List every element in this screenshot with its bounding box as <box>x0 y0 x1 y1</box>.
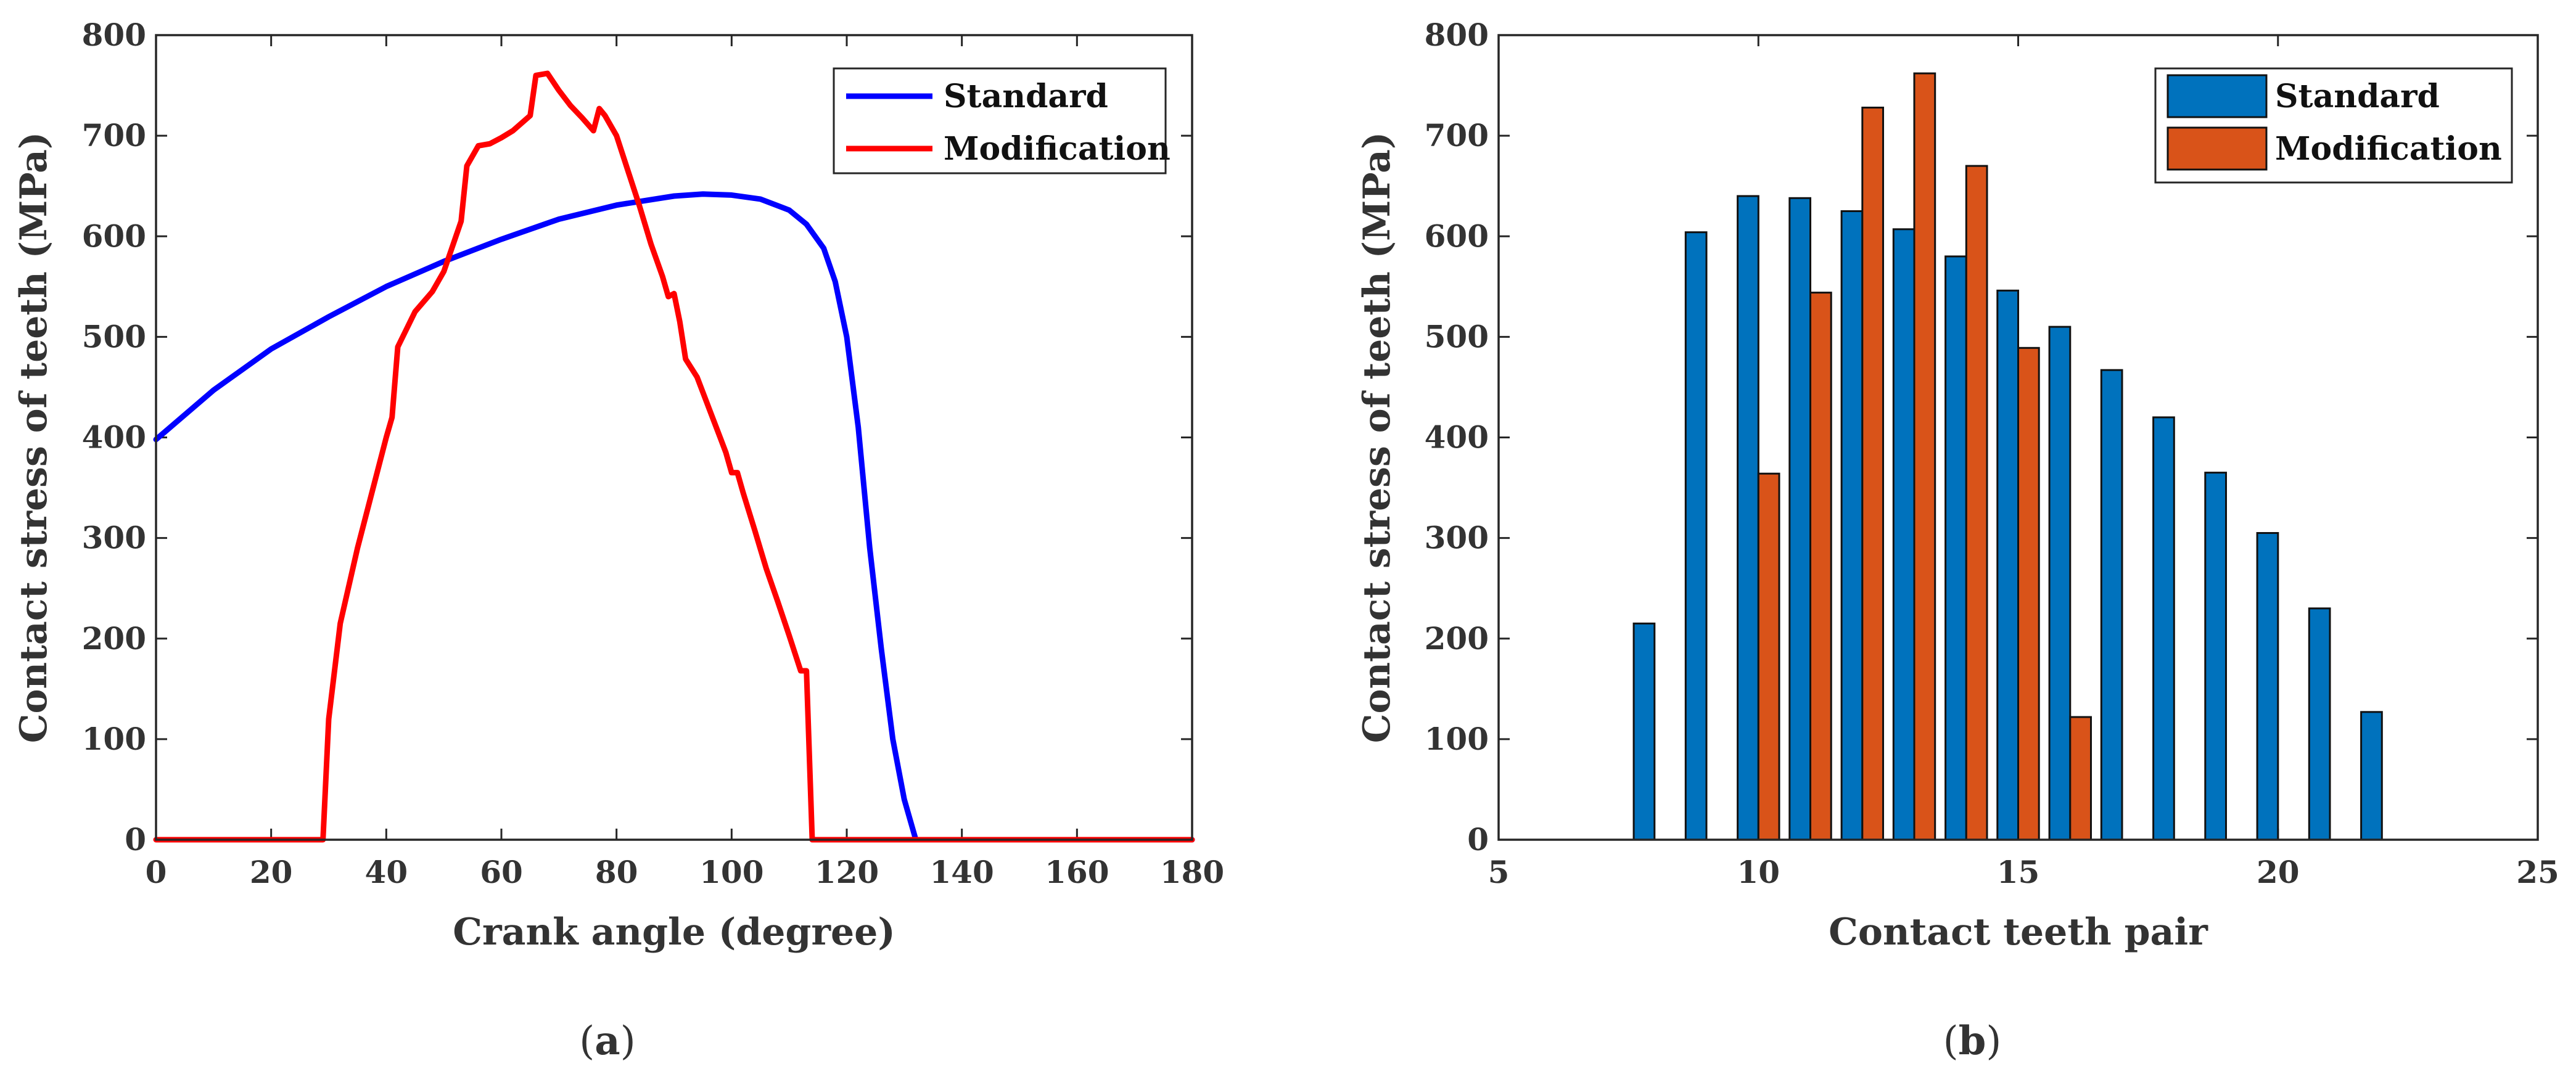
bar-standard-10 <box>1737 195 1759 841</box>
bar-standard-19 <box>2204 472 2228 841</box>
x-tick-label: 20 <box>250 854 293 890</box>
y-tick-label: 100 <box>1425 721 1489 757</box>
bar-modification-13 <box>1913 72 1936 841</box>
y-tick-label: 500 <box>1425 318 1489 355</box>
caption-b: (b) <box>1943 1018 2002 1064</box>
y-tick-label: 200 <box>82 620 146 657</box>
x-tick-label: 25 <box>2516 854 2559 890</box>
y-tick-label: 0 <box>125 821 146 858</box>
y-tick-label: 400 <box>82 419 146 456</box>
bar-standard-9 <box>1684 231 1708 841</box>
bar-modification-15 <box>2017 346 2040 841</box>
panel-a-line-chart: 0 100 200 300 400 500 600 700 800 0 20 40 60 80 100 120… <box>12 17 1224 954</box>
series-line-modification <box>153 70 1195 843</box>
y-tick-label: 100 <box>82 721 146 757</box>
y-tick-label: 800 <box>82 17 146 53</box>
y-tick-label: 300 <box>1425 520 1489 556</box>
bar-standard-21 <box>2308 607 2331 841</box>
panel-b-bar-chart: 0 100 200 300 400 500 600 700 800 5 10 15 20 25 Contac… <box>1356 17 2559 954</box>
x-tick-label: 180 <box>1160 854 1224 890</box>
y-tick-label: 500 <box>82 318 146 355</box>
bar-modification-10 <box>1757 472 1780 841</box>
bar-standard-8 <box>1632 622 1656 841</box>
y-tick-label: 300 <box>82 520 146 556</box>
y-tick-label: 0 <box>1467 821 1489 858</box>
bar-standard-22 <box>2360 711 2383 841</box>
x-tick-label: 100 <box>699 854 763 890</box>
y-tick-label: 700 <box>1425 117 1489 154</box>
axes-box <box>1497 34 2539 841</box>
bar-standard-20 <box>2256 532 2279 841</box>
axes-box <box>155 34 1193 841</box>
y-tick-label: 600 <box>1425 218 1489 254</box>
x-tick-label: 80 <box>595 854 638 890</box>
bar-standard-18 <box>2152 416 2175 841</box>
series-line-standard <box>153 191 1195 843</box>
x-tick-label: 20 <box>2257 854 2300 890</box>
bar-modification-14 <box>1965 165 1988 841</box>
x-tick-label: 40 <box>365 854 408 890</box>
y-tick-label: 200 <box>1425 620 1489 657</box>
bar-standard-15 <box>1996 289 2020 841</box>
bar-standard-16 <box>2048 326 2072 841</box>
x-tick-label: 0 <box>146 854 167 890</box>
x-tick-label: 140 <box>929 854 994 890</box>
bar-standard-14 <box>1944 255 1967 841</box>
bar-standard-17 <box>2100 369 2123 841</box>
x-axis-title: Contact teeth pair <box>1829 911 2208 954</box>
bar-modification-16 <box>2069 716 2092 841</box>
y-axis-title: Contact stress of teeth (MPa) <box>1356 132 1399 743</box>
x-tick-label: 120 <box>815 854 879 890</box>
bar-standard-12 <box>1840 210 1864 841</box>
legend-label-standard: Standard <box>2275 78 2440 115</box>
legend-label-standard: Standard <box>944 78 1108 115</box>
x-tick-label: 10 <box>1737 854 1780 890</box>
y-tick-label: 800 <box>1425 17 1489 53</box>
bar-modification-11 <box>1809 292 1832 841</box>
y-tick-label: 600 <box>82 218 146 254</box>
legend-swatch-modification <box>2167 126 2268 171</box>
bar-modification-12 <box>1861 107 1885 841</box>
bar-standard-11 <box>1788 197 1812 841</box>
x-tick-label: 15 <box>1997 854 2040 890</box>
legend-label-modification: Modification <box>944 130 1171 168</box>
y-axis-title: Contact stress of teeth (MPa) <box>12 132 56 743</box>
y-tick-label: 700 <box>82 117 146 154</box>
legend-label-modification: Modification <box>2275 130 2502 168</box>
y-tick-label: 400 <box>1425 419 1489 456</box>
x-tick-label: 160 <box>1045 854 1109 890</box>
legend-swatch-standard <box>2167 74 2268 118</box>
x-axis-title: Crank angle (degree) <box>453 911 895 954</box>
x-tick-label: 60 <box>480 854 523 890</box>
x-tick-label: 5 <box>1488 854 1510 890</box>
bar-standard-13 <box>1892 228 1916 841</box>
legend-box <box>833 67 1167 174</box>
caption-a: (a) <box>579 1018 635 1064</box>
